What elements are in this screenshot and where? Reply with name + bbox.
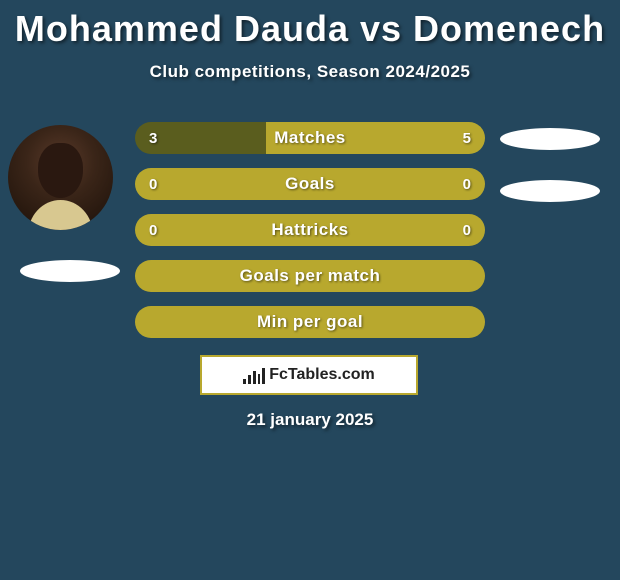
bar-hattricks-right-val: 0 bbox=[463, 222, 471, 239]
logo-box[interactable]: FcTables.com bbox=[200, 355, 418, 395]
bar-goals-right-val: 0 bbox=[463, 176, 471, 193]
page-title: Mohammed Dauda vs Domenech bbox=[0, 0, 620, 50]
logo-text: FcTables.com bbox=[243, 366, 375, 384]
bar-matches-right-val: 5 bbox=[463, 130, 471, 147]
bar-hattricks: 0 Hattricks 0 bbox=[135, 214, 485, 246]
date-text: 21 january 2025 bbox=[0, 410, 620, 430]
bar-mpg-label: Min per goal bbox=[135, 312, 485, 332]
bar-gpm-label: Goals per match bbox=[135, 266, 485, 286]
stats-bars: 3 Matches 5 0 Goals 0 0 Hattricks 0 Goal… bbox=[135, 122, 485, 352]
subtitle: Club competitions, Season 2024/2025 bbox=[0, 62, 620, 82]
logo-label: FcTables.com bbox=[269, 366, 375, 384]
bar-min-per-goal: Min per goal bbox=[135, 306, 485, 338]
player-avatar-left bbox=[8, 125, 113, 230]
bar-matches-label: Matches bbox=[135, 128, 485, 148]
bar-hattricks-label: Hattricks bbox=[135, 220, 485, 240]
flag-right-2 bbox=[500, 180, 600, 202]
flag-right-1 bbox=[500, 128, 600, 150]
bar-goals-per-match: Goals per match bbox=[135, 260, 485, 292]
bar-matches: 3 Matches 5 bbox=[135, 122, 485, 154]
logo-chart-icon bbox=[243, 366, 265, 384]
bar-goals: 0 Goals 0 bbox=[135, 168, 485, 200]
flag-left bbox=[20, 260, 120, 282]
bar-goals-label: Goals bbox=[135, 174, 485, 194]
